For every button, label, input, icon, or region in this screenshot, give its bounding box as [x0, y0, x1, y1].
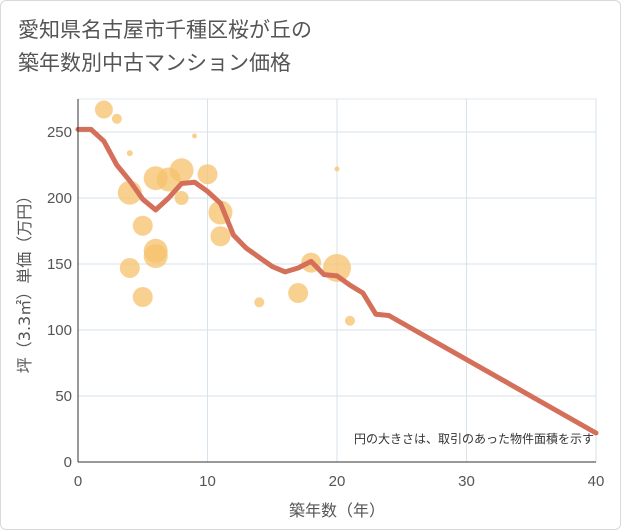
x-tick-label: 0	[74, 473, 82, 490]
tick-labels: 0 10 20 30 40 0 50 100 150 200 250	[47, 124, 604, 490]
x-tick-label: 30	[458, 473, 475, 490]
bubble-point	[94, 100, 113, 119]
bubble-point	[119, 257, 140, 278]
bubble-point	[192, 133, 198, 139]
bubble-point	[132, 215, 153, 236]
bubble-point	[210, 226, 231, 247]
trend-line-group	[75, 126, 599, 436]
bubble-point	[334, 166, 340, 172]
bubble-point	[197, 164, 218, 185]
bubble-points	[94, 100, 355, 326]
bubble-point	[132, 287, 153, 307]
y-tick-label: 50	[55, 388, 72, 405]
y-tick-label: 250	[47, 124, 72, 141]
trend-line	[75, 126, 599, 436]
bubble-point	[126, 150, 133, 157]
bubble-point	[344, 315, 355, 326]
x-tick-label: 40	[588, 473, 605, 490]
bubble-point	[143, 244, 168, 269]
bubble-size-note: 円の大きさは、取引のあった物件面積を示す	[354, 431, 594, 446]
y-tick-label: 100	[47, 322, 72, 339]
x-tick-label: 10	[199, 473, 216, 490]
y-tick-label: 200	[47, 190, 72, 207]
bubble-point	[169, 158, 194, 183]
bubble-point	[254, 297, 265, 308]
chart-title: 愛知県名古屋市千種区桜が丘の 築年数別中古マンション価格	[18, 18, 312, 75]
x-axis-label: 築年数（年）	[289, 501, 385, 520]
x-tick-label: 20	[329, 473, 346, 490]
y-axis-label: 坪（3.3㎡）単価（万円）	[15, 188, 34, 373]
y-tick-label: 0	[64, 454, 72, 471]
bubble-point	[174, 191, 189, 205]
axes	[77, 99, 596, 463]
bubble-point	[111, 113, 122, 124]
bubble-point	[288, 283, 309, 304]
y-tick-label: 150	[47, 256, 72, 273]
